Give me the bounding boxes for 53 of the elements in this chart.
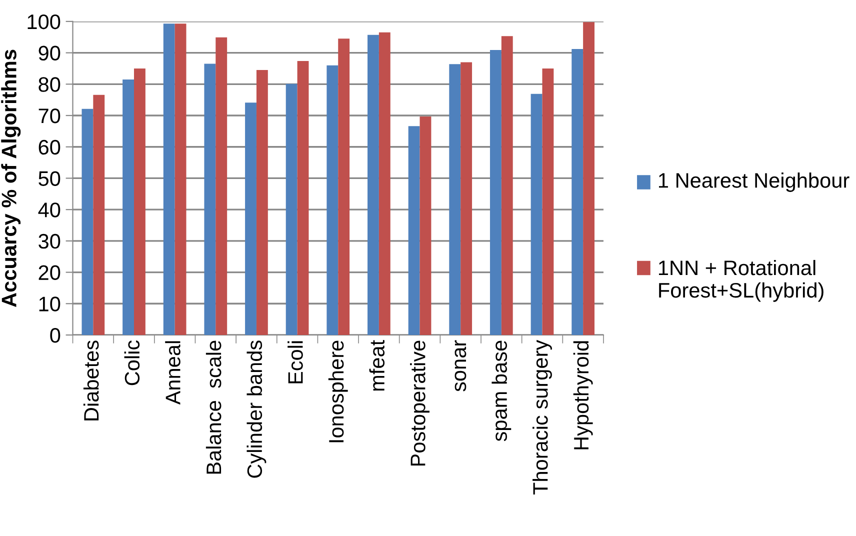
bar bbox=[163, 24, 175, 335]
bar bbox=[326, 65, 338, 335]
bar bbox=[583, 22, 594, 335]
x-tick-label: mfeat bbox=[369, 340, 385, 391]
x-tick-label: sonar bbox=[454, 340, 466, 392]
bar bbox=[204, 64, 216, 335]
bar bbox=[542, 68, 554, 335]
y-tick-label: 20 bbox=[38, 265, 60, 280]
y-tick-label: 0 bbox=[50, 328, 60, 343]
y-tick-label: 30 bbox=[38, 234, 60, 249]
x-tick-label: Hypothyroid bbox=[573, 341, 593, 450]
bar bbox=[297, 60, 309, 335]
bar bbox=[572, 49, 584, 335]
bar bbox=[490, 50, 502, 335]
bar bbox=[368, 34, 379, 335]
bar bbox=[216, 37, 228, 335]
bar bbox=[122, 79, 134, 335]
bar bbox=[134, 68, 146, 335]
y-tick-label: 70 bbox=[38, 108, 60, 124]
y-tick-label: 10 bbox=[39, 296, 60, 312]
bar bbox=[338, 38, 350, 335]
x-tick-label: Colic bbox=[124, 340, 140, 386]
bar bbox=[420, 116, 432, 335]
y-tick-label: 90 bbox=[38, 46, 60, 61]
bar bbox=[93, 94, 105, 335]
x-tick-label: Cylinder bands bbox=[246, 340, 266, 478]
bar bbox=[378, 32, 390, 335]
x-tick-label: Diabetes bbox=[83, 340, 99, 420]
x-tick-label: Thoracic surgery bbox=[532, 340, 552, 495]
x-tick-label: Postoperative bbox=[410, 340, 430, 466]
bar bbox=[286, 84, 298, 335]
x-tick-label: spam base bbox=[492, 340, 512, 442]
bar bbox=[501, 36, 513, 335]
y-tick-label: 50 bbox=[38, 171, 60, 186]
y-tick-label: 40 bbox=[38, 202, 60, 218]
y-tick-label: 100 bbox=[28, 14, 60, 30]
x-tick-label: Anneal bbox=[165, 341, 180, 405]
legend-label: 1NN + Rotational Forest+SL(hybrid) bbox=[658, 260, 824, 302]
bar bbox=[408, 126, 420, 335]
x-tick-label: Ecoli bbox=[288, 341, 303, 384]
x-tick-label: Balance scale bbox=[206, 340, 222, 474]
bar bbox=[460, 62, 472, 335]
bar bbox=[256, 70, 268, 335]
y-tick-label: 80 bbox=[38, 77, 60, 92]
y-axis-title: Accuarcy % of Algorithms bbox=[1, 50, 21, 307]
bar bbox=[174, 24, 186, 335]
bar bbox=[245, 102, 256, 335]
bar bbox=[449, 64, 461, 335]
bar bbox=[82, 108, 94, 335]
y-tick-label: 60 bbox=[38, 140, 60, 155]
bar bbox=[530, 94, 542, 335]
legend-label: 1 Nearest Neighbour bbox=[658, 172, 850, 192]
x-tick-label: Ionosphere bbox=[328, 340, 348, 442]
